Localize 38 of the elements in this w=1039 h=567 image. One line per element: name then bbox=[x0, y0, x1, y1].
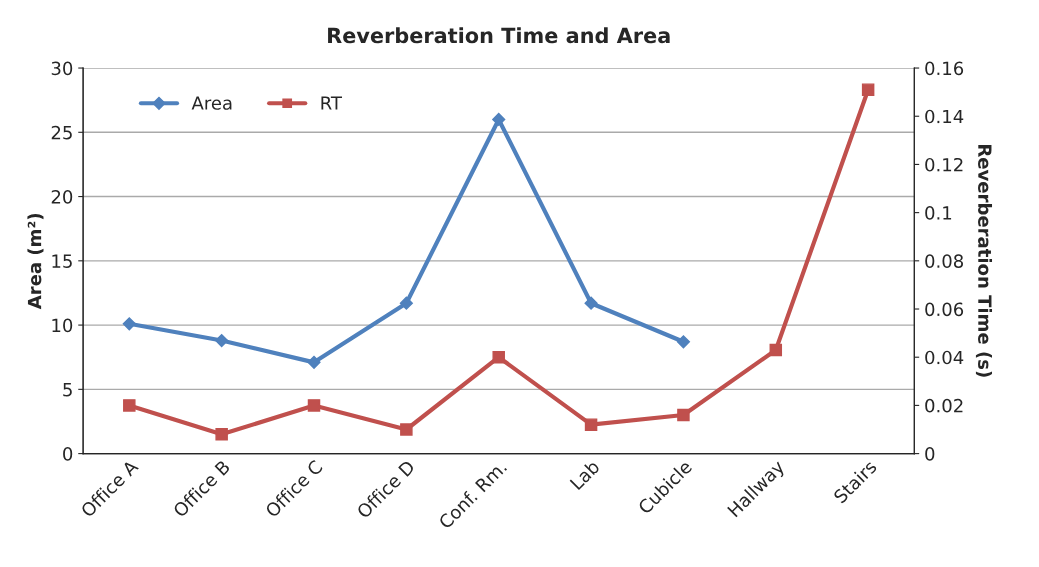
point bbox=[584, 418, 598, 431]
y2-tick-label: 0 bbox=[925, 447, 935, 461]
point bbox=[122, 317, 136, 331]
y-axis-title: Area (m²) bbox=[27, 213, 44, 310]
y2-tick-label: 0.08 bbox=[925, 254, 964, 268]
legend-label: RT bbox=[321, 96, 343, 110]
point bbox=[677, 408, 690, 422]
y2-axis-title: Reverberation Time (s) bbox=[975, 145, 993, 377]
legend-label: Area bbox=[191, 96, 232, 110]
y2-tick-label: 0.04 bbox=[925, 350, 964, 365]
point bbox=[399, 296, 413, 310]
y-tick-label: 5 bbox=[63, 383, 72, 397]
point bbox=[861, 83, 875, 96]
y2-tick-label: 0.02 bbox=[925, 398, 963, 413]
y2-tick-label: 0.06 bbox=[925, 302, 964, 317]
point bbox=[492, 112, 506, 127]
point bbox=[307, 355, 321, 369]
y-tick-label: 0 bbox=[63, 447, 73, 461]
point bbox=[584, 296, 598, 310]
y-tick-label: 10 bbox=[52, 318, 73, 333]
point bbox=[307, 399, 321, 412]
y-tick-label: 30 bbox=[51, 61, 73, 76]
y-tick-label: 15 bbox=[52, 254, 72, 268]
x-tick-label: Lab bbox=[569, 459, 601, 491]
y-tick-label: 25 bbox=[51, 125, 72, 140]
point bbox=[215, 333, 229, 348]
point bbox=[676, 335, 691, 349]
point bbox=[123, 399, 136, 412]
point bbox=[769, 343, 783, 357]
y-tick-label: 20 bbox=[51, 190, 73, 204]
point bbox=[492, 350, 505, 364]
point bbox=[400, 423, 413, 436]
y2-tick-label: 0.16 bbox=[925, 61, 964, 76]
y2-tick-label: 0.12 bbox=[925, 157, 963, 172]
y2-tick-label: 0.14 bbox=[925, 109, 964, 124]
chart-title: Reverberation Time and Area bbox=[328, 27, 670, 44]
y2-tick-label: 0.1 bbox=[925, 206, 952, 220]
point bbox=[215, 428, 228, 441]
